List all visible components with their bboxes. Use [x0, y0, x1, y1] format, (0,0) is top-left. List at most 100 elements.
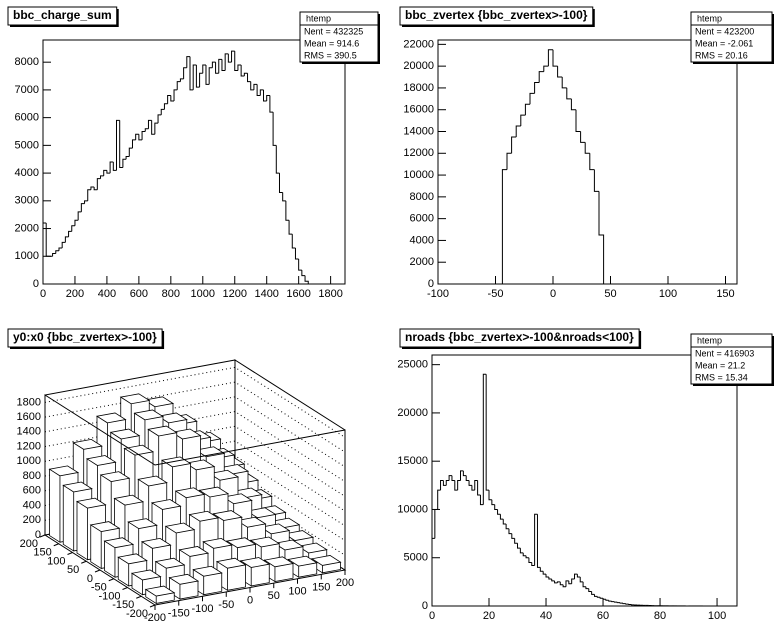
histogram-bin	[74, 219, 79, 226]
x-tick-label: 80	[654, 610, 666, 622]
stats-line: Mean = -2.061	[695, 38, 753, 48]
histogram-bin	[64, 236, 69, 243]
chart-title: bbc_zvertex {bbc_zvertex>-100}	[405, 8, 588, 22]
histogram-bin	[128, 147, 133, 157]
y-tick-label: 8000	[15, 56, 39, 68]
stats-line: RMS = 15.34	[695, 372, 748, 382]
stats-box	[690, 11, 773, 63]
histogram-bin	[151, 120, 155, 135]
x-tick-label: 1000	[191, 288, 215, 300]
stats-line: RMS = 20.16	[695, 50, 748, 60]
histogram-bin	[585, 586, 589, 590]
histogram-bin	[103, 169, 107, 176]
x-tick-label: -150	[168, 608, 190, 620]
stats-name: htemp	[697, 13, 722, 23]
y-tick-label: 20000	[397, 407, 428, 419]
histogram-bin	[442, 480, 447, 486]
histogram-bin	[599, 597, 604, 599]
y-tick-label: 10000	[403, 169, 434, 181]
x-tick-label: -50	[218, 599, 234, 611]
histogram-bin	[147, 119, 152, 129]
stats-line: Nent = 432325	[304, 26, 363, 36]
title-box: bbc_zvertex {bbc_zvertex>-100}	[399, 6, 595, 27]
histogram-bin	[525, 555, 529, 559]
histogram-bin	[534, 81, 540, 94]
y-tick-label: 6000	[410, 213, 434, 225]
histogram-bin	[298, 259, 302, 271]
histogram-bin	[462, 470, 467, 477]
histogram-bin	[179, 78, 184, 82]
lego-bar	[192, 565, 223, 596]
z-tick-label: 1000	[17, 455, 41, 467]
y-tick-label: 100	[47, 555, 65, 567]
histogram-bin	[539, 567, 544, 572]
histogram-bin	[45, 223, 50, 257]
histogram-bin	[96, 178, 101, 190]
x-tick-label: 100	[288, 586, 306, 598]
stats-name: htemp	[306, 13, 331, 23]
histogram-bin	[227, 53, 232, 63]
histogram-bin	[584, 142, 590, 154]
y-tick-label: 5000	[404, 552, 428, 564]
histogram-bin	[579, 577, 584, 583]
y-tick	[67, 552, 73, 555]
histogram-bin	[211, 61, 216, 68]
histogram-bin	[195, 64, 200, 88]
histogram-bin	[576, 574, 581, 578]
histogram-bin	[529, 92, 535, 105]
histogram-bin	[531, 562, 535, 566]
histogram-bin	[575, 109, 581, 132]
histogram-bin	[247, 73, 251, 83]
x-tick-label: 0	[550, 288, 556, 300]
y-tick-label: 4000	[15, 167, 39, 179]
histogram-bin	[77, 211, 82, 221]
histogram-bin	[506, 152, 512, 170]
histogram-bin	[457, 480, 461, 491]
y-tick	[149, 604, 156, 608]
x-tick-label: 600	[130, 288, 148, 300]
histogram-bin	[596, 596, 601, 598]
x-tick-label: 1600	[286, 288, 310, 300]
y-tick-label: -50	[91, 582, 107, 594]
histogram-bin	[547, 49, 553, 67]
histogram-bin	[304, 275, 309, 284]
z-tick-label: 200	[23, 514, 41, 526]
histogram-bin	[454, 480, 458, 491]
y-tick-label: 50	[67, 564, 79, 576]
title-frame	[399, 6, 594, 26]
histogram-bin	[571, 578, 575, 584]
title-box: bbc_charge_sum	[7, 6, 119, 27]
y-tick-label: -200	[126, 608, 148, 620]
histogram-bin	[122, 158, 127, 168]
histogram-bin	[202, 64, 206, 74]
histogram-bin	[141, 131, 146, 140]
histogram-bin	[84, 200, 88, 204]
histogram-bin	[215, 62, 219, 74]
histogram-bin	[186, 56, 191, 68]
y-tick-label: 20000	[403, 60, 434, 72]
y-tick-label: 16000	[403, 104, 434, 116]
histogram-bin	[259, 89, 264, 96]
histogram-bin	[479, 494, 484, 506]
y-tick-label: 22000	[403, 38, 434, 50]
histogram-bin	[574, 573, 578, 579]
histogram-bin	[208, 67, 213, 85]
histogram-bin	[163, 103, 168, 110]
x-tick-label: 0	[429, 610, 435, 622]
histogram-bin	[524, 103, 530, 116]
histogram-bin	[272, 112, 277, 146]
x-tick-label: 100	[708, 610, 726, 622]
histogram-bin	[491, 499, 495, 506]
histogram-bin	[138, 134, 143, 141]
histogram-bin	[87, 189, 91, 201]
x-tick-label: 40	[540, 610, 552, 622]
histogram-bin	[119, 120, 123, 169]
y-tick-label: 5000	[15, 139, 39, 151]
title-box: y0:x0 {bbc_zvertex>-100}	[7, 328, 165, 349]
histogram-bin	[536, 514, 541, 568]
histogram-bin	[263, 89, 267, 102]
histogram-bin	[116, 119, 120, 171]
histogram-bin	[160, 108, 165, 115]
histogram-bin	[100, 175, 104, 179]
